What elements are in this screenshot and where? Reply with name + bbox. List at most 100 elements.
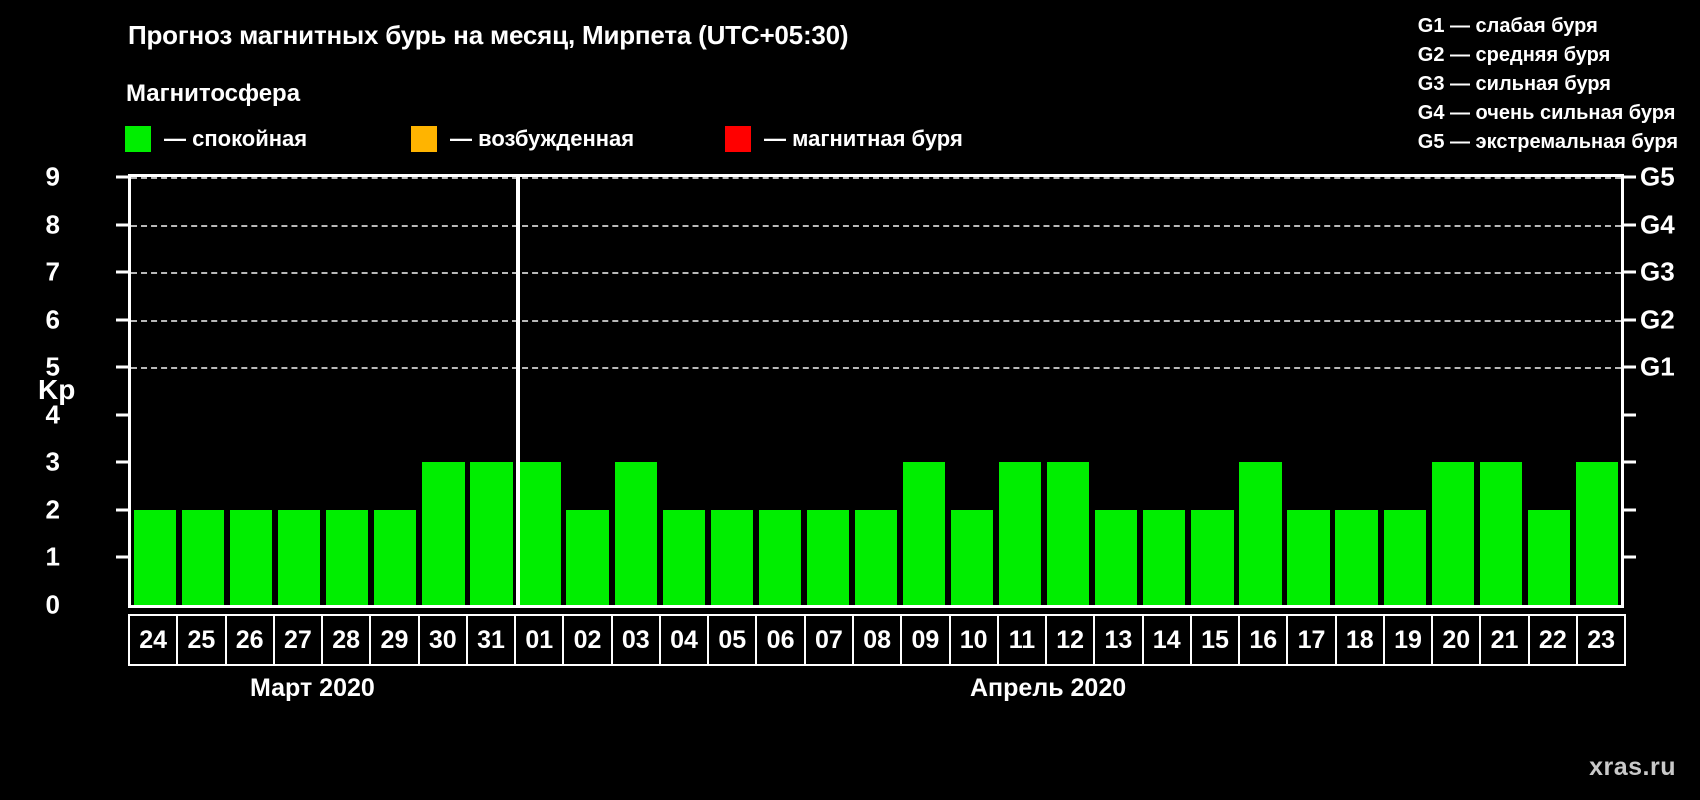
- day-label-23[interactable]: 23: [1575, 614, 1627, 666]
- bar-slot[interactable]: [1092, 177, 1140, 605]
- bar-05[interactable]: [710, 509, 753, 605]
- bar-25[interactable]: [181, 509, 225, 605]
- bar-10[interactable]: [950, 509, 994, 605]
- bar-slot[interactable]: [804, 177, 852, 605]
- bar-30[interactable]: [422, 462, 465, 605]
- day-label-31[interactable]: 31: [465, 614, 517, 666]
- bar-13[interactable]: [1095, 509, 1138, 605]
- bar-slot[interactable]: [660, 177, 708, 605]
- bar-31[interactable]: [470, 462, 513, 605]
- bar-27[interactable]: [278, 509, 321, 605]
- bar-slot[interactable]: [708, 177, 756, 605]
- bar-slot[interactable]: [1044, 177, 1092, 605]
- bar-20[interactable]: [1431, 462, 1474, 605]
- day-label-15[interactable]: 15: [1189, 614, 1241, 666]
- bar-slot[interactable]: [275, 177, 323, 605]
- bar-02[interactable]: [566, 509, 609, 605]
- day-label-14[interactable]: 14: [1141, 614, 1192, 666]
- bar-slot[interactable]: [419, 177, 467, 605]
- day-label-16[interactable]: 16: [1238, 614, 1289, 666]
- bar-07[interactable]: [806, 509, 850, 605]
- day-label-11[interactable]: 11: [996, 614, 1048, 666]
- bar-14[interactable]: [1143, 509, 1186, 605]
- day-label-25[interactable]: 25: [176, 614, 227, 666]
- bar-slot[interactable]: [1285, 177, 1333, 605]
- day-label-05[interactable]: 05: [707, 614, 758, 666]
- day-label-19[interactable]: 19: [1382, 614, 1434, 666]
- bar-slot[interactable]: [564, 177, 612, 605]
- bar-21[interactable]: [1479, 462, 1522, 605]
- bar-slot[interactable]: [1477, 177, 1525, 605]
- day-label-26[interactable]: 26: [224, 614, 275, 666]
- g-tick-label-G5: G5: [1640, 161, 1675, 192]
- bar-slot[interactable]: [1525, 177, 1573, 605]
- day-label-30[interactable]: 30: [417, 614, 468, 666]
- y-tick-label-9: 9: [45, 161, 60, 192]
- day-label-29[interactable]: 29: [369, 614, 420, 666]
- day-label-04[interactable]: 04: [658, 614, 710, 666]
- day-label-17[interactable]: 17: [1286, 614, 1337, 666]
- g-legend-row-2: G2 — средняя буря: [1417, 44, 1611, 66]
- bar-slot[interactable]: [1333, 177, 1381, 605]
- bar-slot[interactable]: [1381, 177, 1429, 605]
- bar-03[interactable]: [614, 462, 657, 605]
- bar-17[interactable]: [1287, 509, 1330, 605]
- bar-slot[interactable]: [179, 177, 227, 605]
- bar-slot[interactable]: [467, 177, 515, 605]
- bar-09[interactable]: [902, 462, 946, 605]
- day-label-20[interactable]: 20: [1431, 614, 1482, 666]
- bar-slot[interactable]: [131, 177, 179, 605]
- bar-slot[interactable]: [1429, 177, 1477, 605]
- day-label-24[interactable]: 24: [128, 614, 179, 666]
- bar-slot[interactable]: [1573, 177, 1621, 605]
- day-label-01[interactable]: 01: [514, 614, 565, 666]
- bar-slot[interactable]: [756, 177, 804, 605]
- bar-slot[interactable]: [323, 177, 371, 605]
- day-label-03[interactable]: 03: [610, 614, 661, 666]
- gridline-kp-6: [131, 319, 1621, 322]
- bar-slot[interactable]: [1236, 177, 1284, 605]
- day-label-10[interactable]: 10: [948, 614, 999, 666]
- bar-15[interactable]: [1191, 509, 1234, 605]
- day-label-07[interactable]: 07: [803, 614, 854, 666]
- day-label-12[interactable]: 12: [1045, 614, 1096, 666]
- bar-28[interactable]: [326, 509, 369, 605]
- bar-16[interactable]: [1239, 462, 1282, 605]
- bar-slot[interactable]: [227, 177, 275, 605]
- bar-slot[interactable]: [852, 177, 900, 605]
- day-label-27[interactable]: 27: [272, 614, 324, 666]
- bar-29[interactable]: [374, 509, 417, 605]
- bar-slot[interactable]: [1140, 177, 1188, 605]
- day-label-18[interactable]: 18: [1334, 614, 1385, 666]
- bar-slot[interactable]: [900, 177, 948, 605]
- bar-slot[interactable]: [612, 177, 660, 605]
- bar-12[interactable]: [1047, 462, 1090, 605]
- bar-slot[interactable]: [1188, 177, 1236, 605]
- bar-26[interactable]: [230, 509, 273, 605]
- green-square-swatch: [124, 125, 152, 153]
- bar-01[interactable]: [518, 462, 561, 605]
- bar-23[interactable]: [1575, 462, 1619, 605]
- bar-22[interactable]: [1527, 509, 1570, 605]
- day-label-02[interactable]: 02: [562, 614, 613, 666]
- bar-19[interactable]: [1383, 509, 1426, 605]
- bar-slot[interactable]: [996, 177, 1044, 605]
- day-label-22[interactable]: 22: [1527, 614, 1578, 666]
- day-label-09[interactable]: 09: [900, 614, 951, 666]
- day-label-08[interactable]: 08: [851, 614, 903, 666]
- day-label-13[interactable]: 13: [1093, 614, 1144, 666]
- y-tick-label-6: 6: [45, 304, 60, 335]
- bar-18[interactable]: [1335, 509, 1378, 605]
- bar-24[interactable]: [133, 509, 177, 605]
- bar-04[interactable]: [662, 509, 705, 605]
- bar-slot[interactable]: [516, 177, 564, 605]
- bar-slot[interactable]: [371, 177, 419, 605]
- legend-label-1: — возбужденная: [450, 126, 635, 151]
- bar-06[interactable]: [758, 509, 801, 605]
- day-label-06[interactable]: 06: [755, 614, 806, 666]
- day-label-28[interactable]: 28: [321, 614, 372, 666]
- bar-slot[interactable]: [948, 177, 996, 605]
- bar-11[interactable]: [999, 462, 1042, 605]
- bar-08[interactable]: [854, 509, 898, 605]
- day-label-21[interactable]: 21: [1479, 614, 1530, 666]
